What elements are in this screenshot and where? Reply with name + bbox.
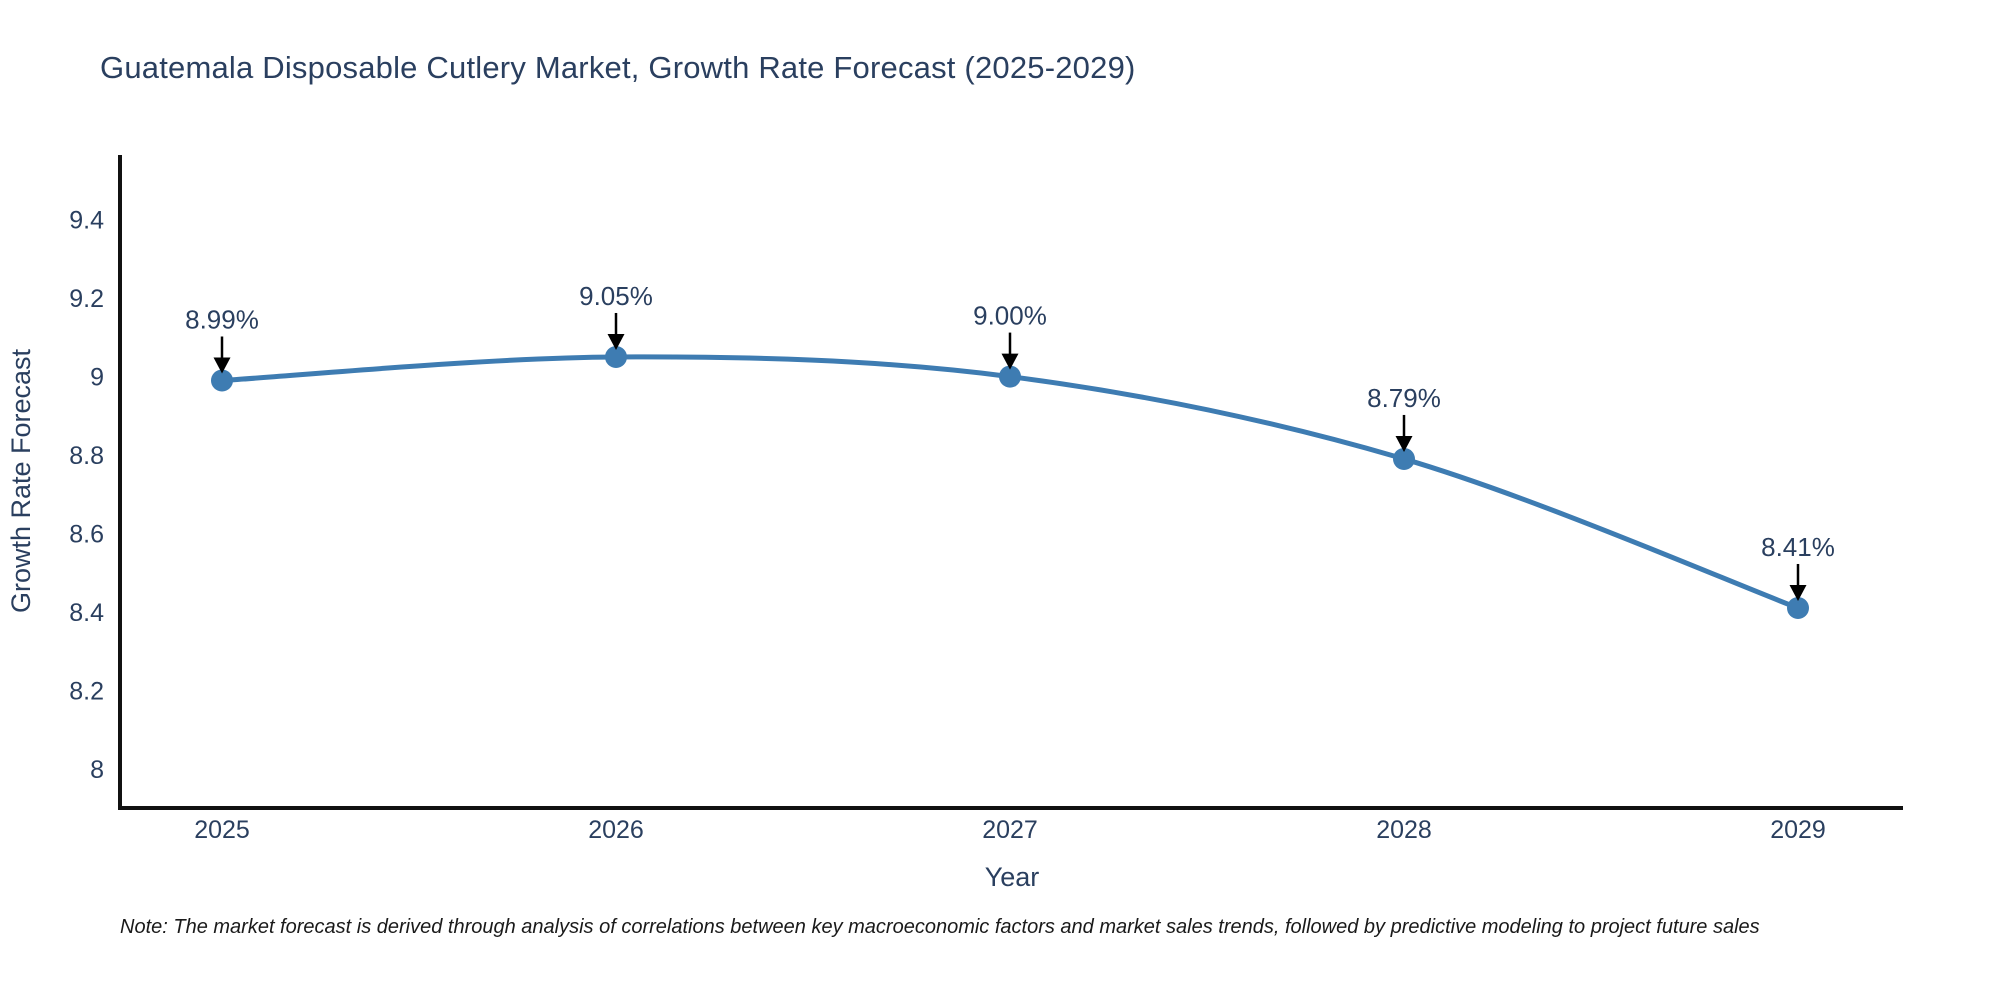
y-tick-label: 8.8 bbox=[69, 442, 104, 470]
forecast-line bbox=[219, 354, 1801, 611]
y-tick-label: 9 bbox=[90, 364, 104, 392]
data-point-label: 8.41% bbox=[1761, 532, 1835, 562]
plot-area: 9.4 9.2 9 8.8 8.6 8.4 8.2 8 2025 2026 2027 2028 2029… bbox=[69, 155, 1903, 844]
annotation-arrow-head bbox=[1789, 584, 1807, 601]
x-axis-title: Year bbox=[985, 862, 1040, 892]
y-axis-title: Growth Rate Forecast bbox=[6, 348, 36, 613]
x-tick-label: 2029 bbox=[1770, 816, 1826, 844]
x-tick-label: 2025 bbox=[194, 816, 250, 844]
footnote: Note: The market forecast is derived thr… bbox=[120, 916, 1760, 938]
y-tick-label: 8 bbox=[90, 756, 104, 784]
data-point-marker bbox=[1393, 447, 1415, 470]
y-tick-label: 9.4 bbox=[69, 207, 104, 235]
chart-title: Guatemala Disposable Cutlery Market, Gro… bbox=[100, 50, 1136, 85]
data-point-marker bbox=[605, 345, 627, 368]
data-point-marker bbox=[999, 365, 1021, 388]
y-tick-label: 9.2 bbox=[69, 285, 104, 313]
data-point-marker bbox=[211, 369, 233, 392]
data-point-label: 9.05% bbox=[579, 281, 653, 311]
x-tick-label: 2027 bbox=[982, 816, 1038, 844]
annotation-arrow-head bbox=[607, 333, 625, 350]
x-tick-label: 2028 bbox=[1376, 816, 1432, 844]
y-tick-label: 8.2 bbox=[69, 677, 104, 705]
annotation-arrow-head bbox=[1395, 435, 1413, 452]
annotation-arrow-head bbox=[213, 357, 231, 374]
y-tick-label: 8.4 bbox=[69, 599, 104, 627]
data-point-label: 8.99% bbox=[185, 305, 259, 335]
data-point-label: 8.79% bbox=[1367, 383, 1441, 413]
data-point-label: 9.00% bbox=[973, 301, 1047, 331]
data-point-marker bbox=[1787, 596, 1809, 619]
x-tick-label: 2026 bbox=[588, 816, 644, 844]
y-tick-label: 8.6 bbox=[69, 520, 104, 548]
annotation-arrow-head bbox=[1001, 353, 1019, 370]
